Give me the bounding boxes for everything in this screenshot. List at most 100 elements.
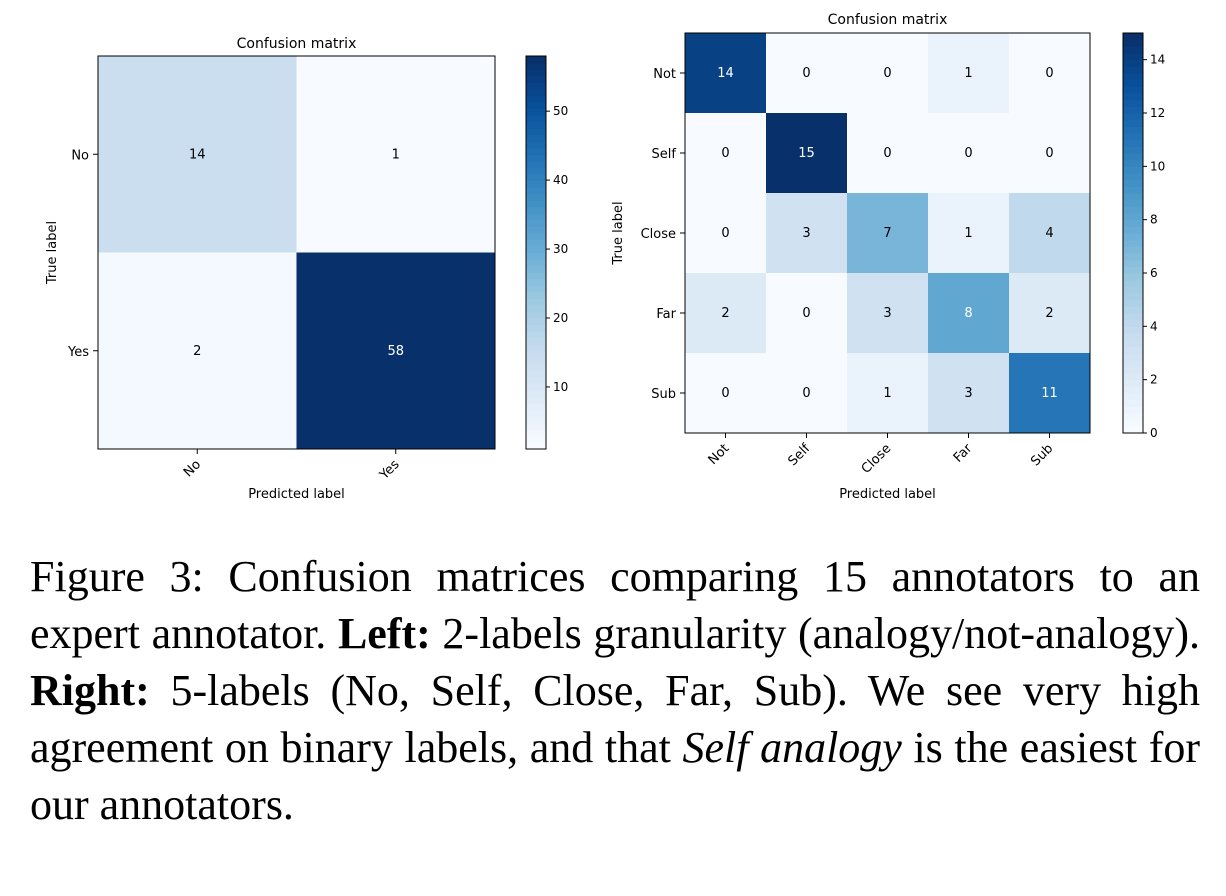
colorbar-segment xyxy=(1123,393,1143,401)
colorbar-tick-label: 30 xyxy=(553,242,568,256)
colorbar-segment xyxy=(1123,33,1143,41)
caption-text-3: 5-labels (No, Self, Close, Far, Sub). We… xyxy=(30,666,1200,772)
colorbar-tick-label: 10 xyxy=(553,380,568,394)
right-label: Right: xyxy=(30,666,150,715)
cell-value-label: 0 xyxy=(1045,66,1053,81)
y-axis-label: True label xyxy=(611,201,626,265)
colorbar-segment xyxy=(526,69,546,77)
matrix-cell xyxy=(1009,353,1091,434)
colorbar-segment xyxy=(526,193,546,201)
plot-frame xyxy=(97,55,496,450)
colorbar-frame xyxy=(525,55,547,450)
colorbar-segment xyxy=(1123,193,1143,201)
matrix-cell xyxy=(685,193,767,274)
matrix-cell xyxy=(928,193,1010,274)
cell-value-label: 0 xyxy=(721,386,729,401)
matrix-cell xyxy=(296,252,496,450)
cell-value-label: 3 xyxy=(964,386,972,401)
matrix-cell xyxy=(685,353,767,434)
colorbar-segment xyxy=(1123,153,1143,161)
colorbar-segment xyxy=(526,285,546,293)
matrix-cell xyxy=(98,56,297,253)
matrix-cell xyxy=(685,33,767,114)
colorbar-segment xyxy=(1123,286,1143,294)
colorbar-segment xyxy=(526,232,546,240)
cell-value-label: 0 xyxy=(964,146,972,161)
colorbar-segment xyxy=(526,376,546,385)
colorbar-segment xyxy=(526,141,546,149)
colorbar-segment xyxy=(1123,66,1143,74)
colorbar-segment xyxy=(1123,126,1143,134)
colorbar-segment xyxy=(526,219,546,227)
colorbar-segment xyxy=(526,357,546,365)
colorbar-segment xyxy=(1123,53,1143,61)
colorbar-segment xyxy=(526,278,546,286)
colorbar-segment xyxy=(526,416,546,424)
cell-value-label: 2 xyxy=(193,344,201,359)
colorbar-segment xyxy=(1123,239,1143,247)
colorbar-segment xyxy=(1123,313,1143,321)
x-tick-label: Sub xyxy=(1028,441,1056,469)
matrix-cell xyxy=(928,273,1010,354)
cell-value-label: 2 xyxy=(1045,306,1053,321)
colorbar: 10 20 30 40 50 xyxy=(525,55,568,450)
y-tick-label: Far xyxy=(656,307,676,322)
matrix-cell xyxy=(766,113,848,194)
caption-italic: Self analogy xyxy=(682,723,902,772)
colorbar-segment xyxy=(1123,159,1143,167)
y-tick-label: Yes xyxy=(67,345,89,360)
colorbar-segment xyxy=(1123,426,1143,434)
cell-value-label: 0 xyxy=(721,226,729,241)
colorbar-segment xyxy=(526,272,546,280)
figure-caption: Figure 3: Confusion matrices comparing 1… xyxy=(30,548,1200,833)
caption-text-4: is the easiest for our annotators. xyxy=(30,723,1201,829)
colorbar-segment xyxy=(1123,419,1143,427)
matrix-cell xyxy=(1009,193,1091,274)
colorbar-segment xyxy=(1123,213,1143,221)
cell-value-label: 11 xyxy=(1041,386,1058,401)
colorbar-tick-label: 4 xyxy=(1150,319,1158,333)
colorbar-segment xyxy=(1123,46,1143,54)
colorbar-segment xyxy=(526,167,546,175)
matrix-cell xyxy=(847,113,929,194)
colorbar-segment xyxy=(526,200,546,208)
colorbar-tick-label: 40 xyxy=(553,173,568,187)
colorbar-segment xyxy=(1123,73,1143,81)
cell-value-label: 14 xyxy=(189,147,206,162)
colorbar-segment xyxy=(1123,259,1143,267)
cell-value-label: 58 xyxy=(387,344,404,359)
colorbar-segment xyxy=(1123,166,1143,174)
colorbar-segment xyxy=(1123,139,1143,147)
colorbar-segment xyxy=(1123,273,1143,281)
colorbar-segment xyxy=(526,259,546,267)
cell-value-label: 0 xyxy=(1045,146,1053,161)
colorbar-tick-label: 2 xyxy=(1150,373,1158,387)
colorbar-segment xyxy=(526,108,546,116)
colorbar-segment xyxy=(1123,206,1143,214)
colorbar-segment xyxy=(1123,39,1143,47)
colorbar-segment xyxy=(1123,86,1143,94)
colorbar-segment xyxy=(526,383,546,391)
matrix-cell xyxy=(766,273,848,354)
colorbar-segment xyxy=(526,442,546,450)
left-label: Left: xyxy=(337,609,431,658)
caption-text-2: 2-labels granularity (analogy/not-analog… xyxy=(430,609,1201,658)
x-tick-label: Not xyxy=(706,441,733,468)
y-tick-label: No xyxy=(71,148,89,163)
colorbar-segment xyxy=(1123,299,1143,307)
matrix-cell xyxy=(766,193,848,274)
colorbar-segment xyxy=(1123,406,1143,414)
cell-value-label: 1 xyxy=(964,226,972,241)
colorbar-segment xyxy=(1123,59,1143,67)
colorbar-segment xyxy=(1123,266,1143,274)
x-tick-label: Far xyxy=(951,441,976,466)
y-tick-label: Not xyxy=(653,67,676,82)
cell-value-label: 0 xyxy=(883,146,891,161)
matrix-cell xyxy=(928,33,1010,114)
cell-value-label: 3 xyxy=(802,226,810,241)
colorbar-segment xyxy=(1123,106,1143,114)
cell-value-label: 0 xyxy=(883,66,891,81)
colorbar-segment xyxy=(526,121,546,129)
colorbar-segment xyxy=(526,128,546,136)
colorbar-segment xyxy=(1123,173,1143,181)
